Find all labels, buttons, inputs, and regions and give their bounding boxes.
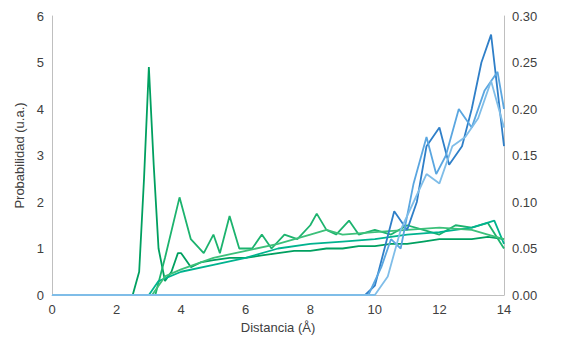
svg-text:0.10: 0.10	[512, 195, 537, 210]
svg-text:Distancia (Å): Distancia (Å)	[241, 320, 315, 335]
svg-text:Probabilidad (u.a.): Probabilidad (u.a.)	[12, 102, 27, 208]
svg-text:10: 10	[368, 302, 382, 317]
svg-text:6: 6	[37, 9, 44, 24]
svg-text:12: 12	[432, 302, 446, 317]
svg-text:0.20: 0.20	[512, 102, 537, 117]
svg-text:6: 6	[242, 302, 249, 317]
svg-text:2: 2	[37, 195, 44, 210]
svg-text:4: 4	[37, 102, 44, 117]
svg-text:0.25: 0.25	[512, 55, 537, 70]
svg-text:0.15: 0.15	[512, 148, 537, 163]
svg-text:5: 5	[37, 55, 44, 70]
svg-text:8: 8	[307, 302, 314, 317]
svg-text:2: 2	[113, 302, 120, 317]
svg-text:0.05: 0.05	[512, 241, 537, 256]
svg-text:14: 14	[497, 302, 511, 317]
svg-text:0: 0	[48, 302, 55, 317]
svg-text:3: 3	[37, 148, 44, 163]
svg-text:0.00: 0.00	[512, 288, 537, 303]
svg-text:1: 1	[37, 241, 44, 256]
svg-text:0: 0	[37, 288, 44, 303]
svg-text:0.30: 0.30	[512, 9, 537, 24]
svg-text:4: 4	[178, 302, 185, 317]
